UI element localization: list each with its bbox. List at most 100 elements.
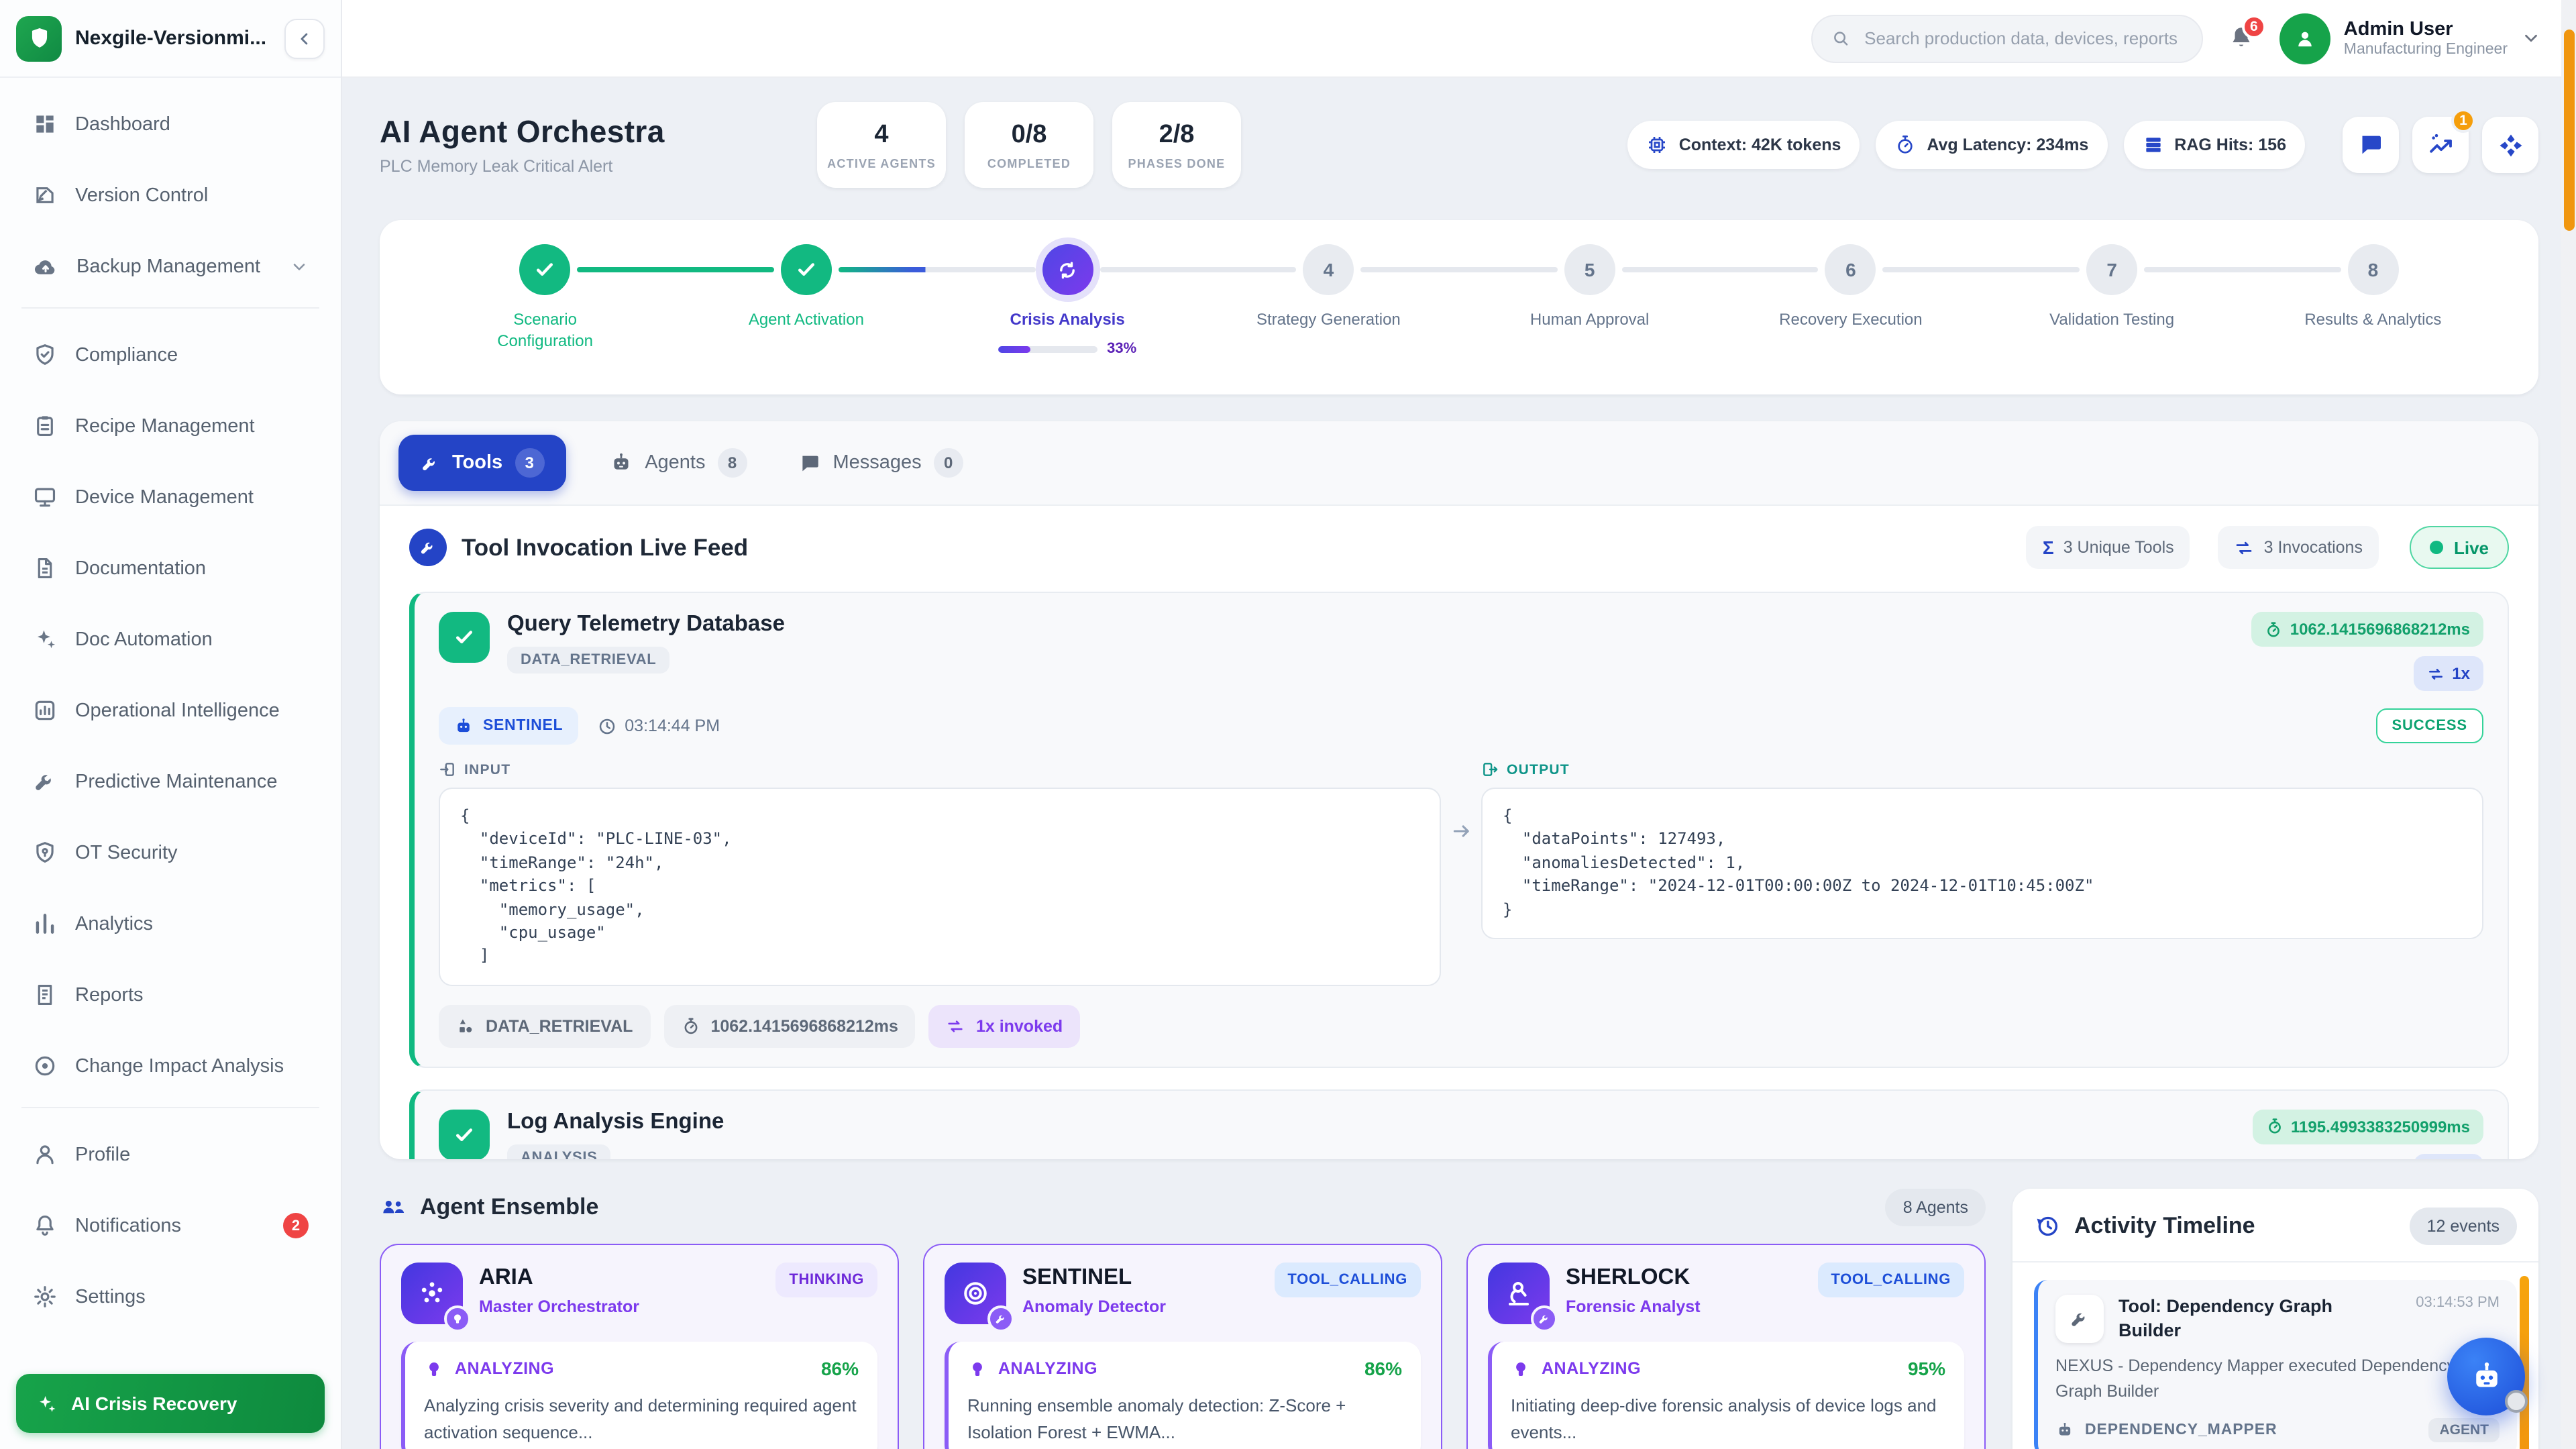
unique-tools-chip: Σ 3 Unique Tools [2026,526,2190,569]
tab-messages[interactable]: Messages 0 [790,448,971,478]
event-title: Tool: Dependency Graph Builder [2118,1296,2333,1340]
sidebar-collapse-button[interactable] [284,18,325,58]
assistant-fab[interactable] [2447,1338,2528,1415]
context-chip: Context: 42K tokens [1627,121,1860,169]
stopwatch-icon [2267,621,2279,637]
ai-crisis-recovery-button[interactable]: AI Crisis Recovery [16,1374,325,1433]
search-input[interactable] [1862,27,2183,50]
agents-count-badge: 8 [717,448,747,478]
apps-button[interactable] [2482,117,2538,173]
check-icon [456,1128,472,1141]
agent-progress-pct: 86% [820,1358,859,1379]
page-scrollbar-thumb[interactable] [2563,30,2574,231]
tab-tools[interactable]: Tools 3 [398,435,566,491]
insights-button[interactable]: 1 [2412,109,2475,173]
sparkle-icon [40,1395,56,1411]
messages-count-badge: 0 [933,448,963,478]
thinking-badge-icon [444,1305,471,1332]
output-icon [1483,763,1498,776]
tool-name: Log Analysis Engine [507,1109,724,1134]
step-crisis-analysis: Crisis Analysis 33% [937,244,1297,378]
ensemble-title: Agent Ensemble [420,1194,599,1220]
step-results-analytics: 8 Results & Analytics [2243,244,2504,378]
user-role: Manufacturing Engineer [2343,42,2508,58]
tool-status-badge: SUCCESS [2375,708,2483,743]
sidebar-item-recipe-management[interactable]: Recipe Management [16,396,325,456]
tool-duration-chip: 1062.1415696868212ms [2251,612,2483,647]
fab-status-dot [2505,1390,2528,1413]
sidebar-item-backup-management[interactable]: Backup Management [16,236,325,297]
sidebar-item-device-management[interactable]: Device Management [16,467,325,527]
brand-title: Nexgile-Versionmi... [75,27,267,50]
microscope-icon [1509,1282,1529,1305]
events-count-chip: 12 events [2409,1208,2517,1245]
search-box[interactable] [1811,14,2203,62]
cpu-chip-icon [1649,137,1666,153]
sidebar-item-reports[interactable]: Reports [16,965,325,1025]
sparkles-icon [37,630,56,649]
sidebar-item-profile[interactable]: Profile [16,1124,325,1185]
user-name: Admin User [2343,18,2453,40]
sidebar-item-predictive-maintenance[interactable]: Predictive Maintenance [16,751,325,812]
phase-stepper: Scenario Configuration Agent Activation … [380,220,2538,394]
shield-lock-icon [36,842,54,863]
sidebar-item-ot-security[interactable]: OT Security [16,822,325,883]
step-strategy-generation: 4 Strategy Generation [1198,244,1558,378]
message-icon [802,455,818,471]
crisis-progress: 33% [998,341,1136,357]
input-label: INPUT [439,761,1441,778]
chat-button[interactable] [2343,117,2399,173]
wrench-icon [423,458,435,470]
tab-bar: Tools 3 Agents 8 Messages 0 [380,421,2538,506]
tools-count-badge: 3 [515,448,545,478]
wrench-icon [36,775,51,790]
sidebar-item-documentation[interactable]: Documentation [16,538,325,598]
page-header: AI Agent Orchestra PLC Memory Leak Criti… [380,91,2538,199]
bell-icon [36,1215,54,1236]
agent-description: Running ensemble anomaly detection: Z-Sc… [967,1395,1346,1442]
sidebar-item-operational-intelligence[interactable]: Operational Intelligence [16,680,325,741]
agent-card-aria: ARIA Master Orchestrator THINKING ANALYZ… [380,1244,899,1449]
sidebar-item-dashboard[interactable]: Dashboard [16,94,325,154]
sidebar-item-analytics[interactable]: Analytics [16,894,325,954]
tool-category-chip: ANALYSIS [507,1144,611,1159]
agent-progress-pct: 86% [1364,1358,1402,1379]
check-icon [537,263,553,276]
user-menu[interactable]: Admin User Manufacturing Engineer [2279,13,2541,64]
agent-activity: ANALYZING [1542,1359,1642,1378]
sidebar-item-notifications[interactable]: Notifications 2 [16,1195,325,1256]
step-human-approval: 5 Human Approval [1459,244,1819,378]
sidebar-item-doc-automation[interactable]: Doc Automation [16,609,325,669]
tool-input-json: { "deviceId": "PLC-LINE-03", "timeRange"… [439,788,1441,986]
insights-badge: 1 [2451,109,2475,133]
gear-icon [34,1286,56,1307]
tool-card-log-analysis: Log Analysis Engine ANALYSIS 1195.499338… [409,1089,2509,1159]
stopwatch-icon [1898,136,1913,154]
message-icon [2362,136,2381,154]
version-control-icon [36,187,54,203]
page-subtitle: PLC Memory Leak Critical Alert [380,157,613,176]
sidebar-item-version-control[interactable]: Version Control [16,165,325,225]
sidebar-item-settings[interactable]: Settings [16,1267,325,1327]
chevron-down-icon [2525,34,2537,42]
user-icon [2298,31,2312,46]
event-time: 03:14:53 PM [2416,1295,2500,1311]
shield-check-icon [36,344,54,365]
notifications-bell-button[interactable]: 6 [2227,15,2266,52]
tool-success-icon [439,612,490,663]
stat-completed: 0/8 COMPLETED [965,102,1093,188]
activity-timeline: Activity Timeline 12 events Tool: Depend… [2012,1189,2538,1449]
content: AI Agent Orchestra PLC Memory Leak Criti… [342,78,2576,1449]
page-title: AI Agent Orchestra [380,114,665,149]
tab-agents[interactable]: Agents 8 [600,448,755,478]
cloud-upload-icon [34,260,55,274]
footer-duration-chip: 1062.1415696868212ms [663,1004,916,1048]
sidebar-item-change-impact-analysis[interactable]: Change Impact Analysis [16,1036,325,1096]
chart-box-icon [35,700,55,720]
wrench-icon [421,542,433,554]
sidebar-item-compliance[interactable]: Compliance [16,325,325,385]
brand-logo [16,15,62,61]
robot-icon [2059,1422,2071,1435]
repeat-icon [949,1020,963,1032]
agent-activity-panel: ANALYZING 86% Running ensemble anomaly d… [945,1342,1421,1449]
